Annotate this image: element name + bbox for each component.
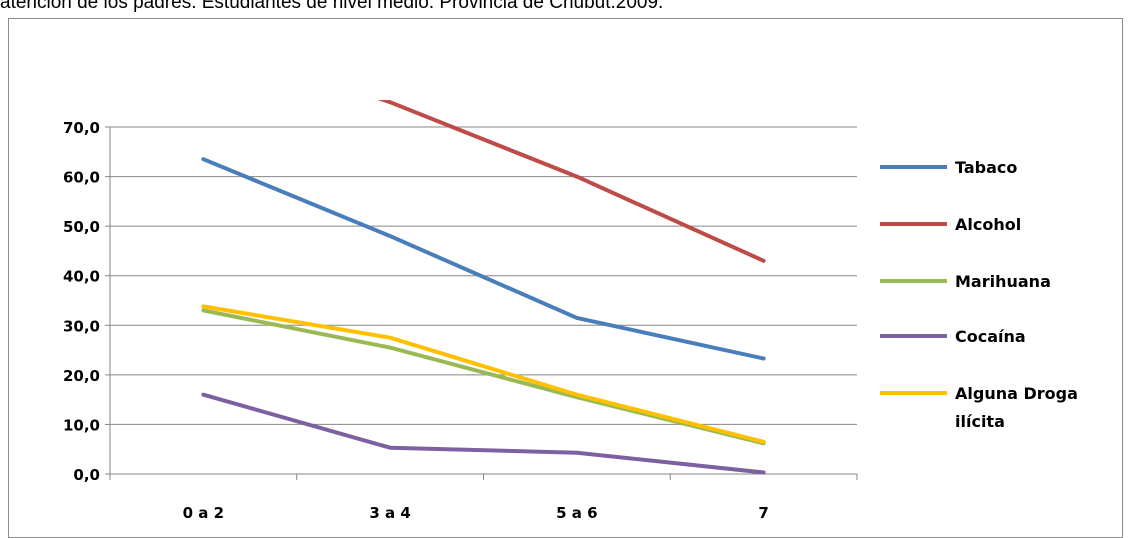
axes bbox=[105, 126, 858, 480]
y-tick-label: 40,0 bbox=[63, 268, 100, 286]
legend-label: Marihuana bbox=[955, 272, 1051, 291]
y-tick-label: 70,0 bbox=[63, 119, 100, 137]
y-tick-label: 0,0 bbox=[73, 466, 100, 484]
gridlines bbox=[110, 126, 857, 425]
chart-caption: atención de los padres. Estudiantes de n… bbox=[0, 0, 664, 13]
series-lines bbox=[201, 100, 766, 475]
y-tick-label: 20,0 bbox=[63, 367, 100, 385]
legend: Tabaco Alcohol Marihuana Cocaína Alguna Drog… bbox=[880, 158, 1078, 431]
x-tick-label: 7 bbox=[758, 504, 768, 522]
y-tick-labels: 0,0 10,0 20,0 30,0 40,0 50,0 60,0 70,0 bbox=[63, 119, 100, 484]
x-tick-labels: 0 a 2 3 a 4 5 a 6 7 bbox=[183, 504, 769, 522]
series-line-marihuana bbox=[201, 308, 766, 446]
legend-label: Alguna Droga ilícita bbox=[955, 384, 1078, 431]
legend-label: Alcohol bbox=[955, 215, 1021, 234]
x-tick-label: 0 a 2 bbox=[183, 504, 224, 522]
y-tick-label: 10,0 bbox=[63, 416, 100, 434]
legend-label: Cocaína bbox=[955, 327, 1026, 346]
y-tick-label: 50,0 bbox=[63, 218, 100, 236]
series-line-alcohol bbox=[377, 100, 766, 263]
series-line-tabaco bbox=[201, 157, 766, 361]
y-tick-label: 30,0 bbox=[63, 317, 100, 335]
y-tick-label: 60,0 bbox=[63, 169, 100, 187]
x-tick-label: 3 a 4 bbox=[369, 504, 410, 522]
legend-label: Tabaco bbox=[955, 158, 1017, 177]
x-tick-label: 5 a 6 bbox=[556, 504, 597, 522]
line-chart: 0,0 10,0 20,0 30,0 40,0 50,0 60,0 70,0 0 a 2 3 a… bbox=[63, 100, 1078, 522]
series-line-coca-na bbox=[201, 392, 766, 475]
series-line-alguna-droga-il-cita bbox=[201, 304, 766, 444]
